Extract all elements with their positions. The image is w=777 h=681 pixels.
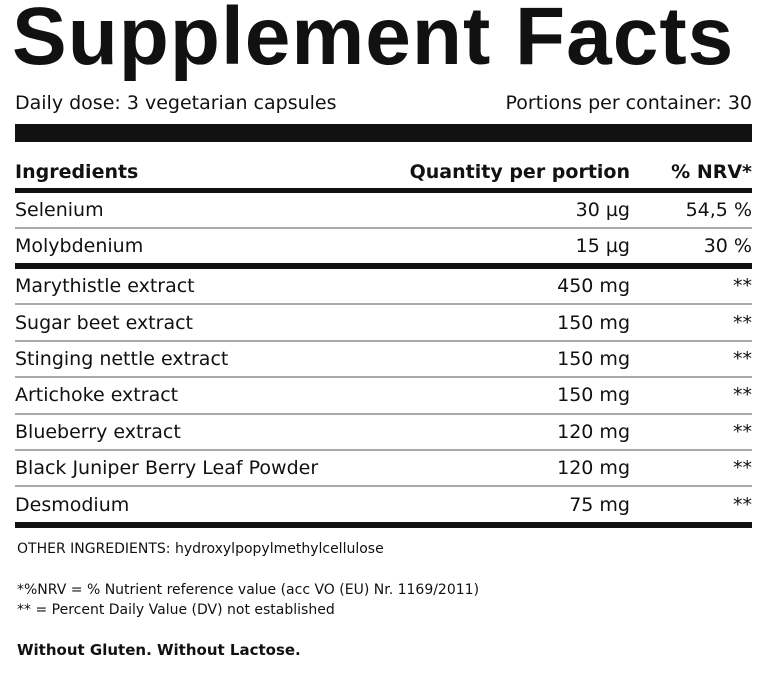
statement: Without Gluten. Without Lactose.	[17, 641, 301, 659]
footnote: *%NRV = % Nutrient reference value (acc …	[17, 582, 480, 598]
cell: Stinging nettle extract	[15, 347, 229, 370]
cell: 75 mg	[569, 493, 630, 516]
cell: Molybdenium	[15, 235, 144, 257]
cell: Artichoke extract	[15, 384, 179, 407]
column-header: Ingredients	[15, 161, 139, 183]
section: Selenium 30 µg 54,5 % Molybdenium 15 µg 30 %	[15, 193, 752, 269]
cell: Selenium	[15, 199, 104, 221]
cell: 150 mg	[557, 384, 630, 407]
cell: Blueberry extract	[15, 420, 181, 443]
cell: **	[733, 420, 752, 443]
cell: 30 µg	[575, 199, 630, 221]
cell: **	[733, 457, 752, 480]
cell: 150 mg	[557, 347, 630, 370]
column-header: Quantity per portion	[409, 161, 630, 183]
ingredient-row: Desmodium 75 mg **	[15, 487, 752, 521]
ingredient-row: Molybdenium 15 µg 30 %	[15, 229, 752, 263]
cell: Black Juniper Berry Leaf Powder	[15, 457, 319, 480]
ingredient-row: Marythistle extract 450 mg **	[15, 269, 752, 306]
cell: Sugar beet extract	[15, 311, 193, 334]
cell: **	[733, 493, 752, 516]
ingredient-row: Sugar beet extract 150 mg **	[15, 305, 752, 342]
cell: **	[733, 311, 752, 334]
footnote: ** = Percent Daily Value (DV) not establ…	[17, 602, 335, 618]
dose-line: Daily dose: 3 vegetarian capsules Portio…	[15, 92, 752, 114]
thick-bar	[15, 124, 752, 142]
cell: **	[733, 347, 752, 370]
facts-table: Ingredients Quantity per portion % NRV* Sel…	[15, 156, 752, 528]
cell: 150 mg	[557, 311, 630, 334]
cell: Desmodium	[15, 493, 130, 516]
cell: 15 µg	[575, 235, 630, 257]
cell: 120 mg	[557, 420, 630, 443]
header-row: Ingredients Quantity per portion % NRV*	[15, 156, 752, 193]
cell: Marythistle extract	[15, 275, 195, 298]
cell: **	[733, 275, 752, 298]
cell: 30 %	[703, 235, 752, 257]
cell: 450 mg	[557, 275, 630, 298]
cell: 54,5 %	[685, 199, 752, 221]
cell: **	[733, 384, 752, 407]
ingredient-row: Black Juniper Berry Leaf Powder 120 mg **	[15, 451, 752, 488]
cell: 120 mg	[557, 457, 630, 480]
ingredient-row: Artichoke extract 150 mg **	[15, 378, 752, 415]
title: Supplement Facts	[12, 0, 735, 82]
section: Marythistle extract 450 mg ** Sugar beet ex…	[15, 269, 752, 528]
other-ingredients: OTHER INGREDIENTS: hydroxylpopylmethylce…	[17, 541, 384, 557]
ingredient-row: Blueberry extract 120 mg **	[15, 415, 752, 451]
daily-dose: Daily dose: 3 vegetarian capsules	[15, 92, 337, 114]
ingredient-row: Selenium 30 µg 54,5 %	[15, 193, 752, 229]
portions: Portions per container: 30	[505, 92, 752, 114]
ingredient-row: Stinging nettle extract 150 mg **	[15, 342, 752, 379]
column-header: % NRV*	[671, 161, 752, 183]
